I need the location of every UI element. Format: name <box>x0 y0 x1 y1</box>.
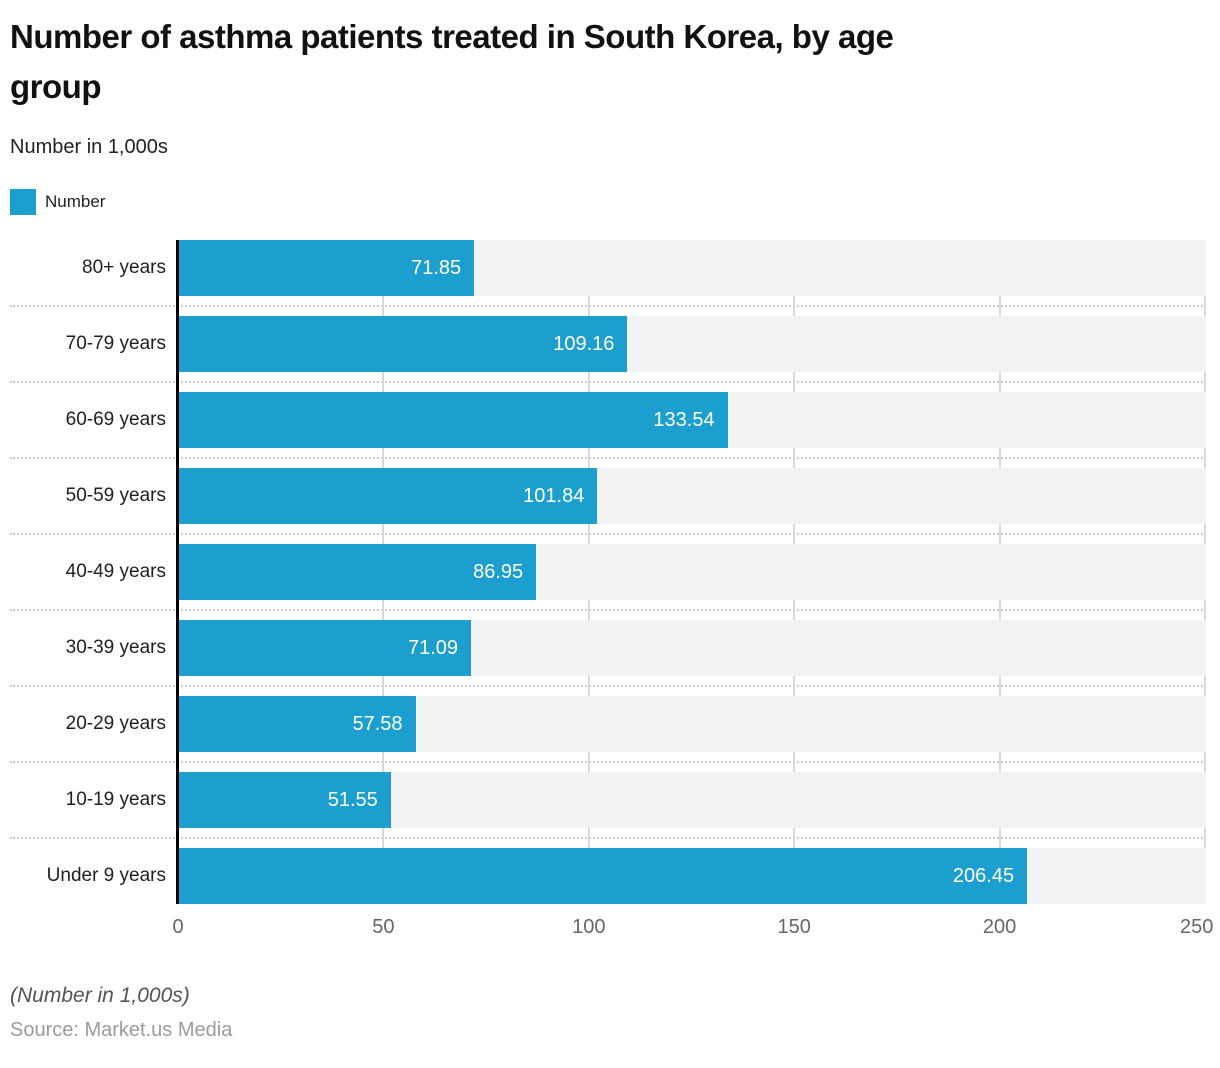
bar-value-label: 109.16 <box>553 332 615 355</box>
legend-swatch-icon <box>10 189 36 215</box>
x-axis-tick-label: 100 <box>572 916 606 938</box>
bar-value-label: 133.54 <box>653 408 715 431</box>
row-separator <box>10 609 1206 611</box>
bar[interactable]: 57.58 <box>179 696 416 752</box>
legend[interactable]: Number <box>10 189 1220 215</box>
row-separator <box>10 533 1206 535</box>
category-label: 80+ years <box>82 257 166 278</box>
x-axis-tick-label: 150 <box>777 916 811 938</box>
x-axis-tick-label: 0 <box>172 916 184 938</box>
bar[interactable]: 71.09 <box>179 620 472 676</box>
page-title-line2: group <box>10 68 101 105</box>
bar-value-label: 51.55 <box>327 788 378 811</box>
bar[interactable]: 206.45 <box>179 848 1028 904</box>
bar-value-label: 86.95 <box>473 560 524 583</box>
category-label: Under 9 years <box>46 865 166 886</box>
row-separator <box>10 305 1206 307</box>
bar[interactable]: 71.85 <box>179 240 475 296</box>
source-text: Source: Market.us Media <box>10 1019 233 1041</box>
page-title-line1: Number of asthma patients treated in Sou… <box>10 18 894 55</box>
bar[interactable]: 51.55 <box>179 772 391 828</box>
bar[interactable]: 133.54 <box>179 392 728 448</box>
bar-value-label: 71.85 <box>411 256 462 279</box>
row-separator <box>10 685 1206 687</box>
footnote: (Number in 1,000s) <box>10 984 190 1007</box>
bar[interactable]: 101.84 <box>179 468 598 524</box>
category-label: 60-69 years <box>65 409 166 430</box>
bar-chart: 71.85 80+ years 109.16 70-79 years 133.54 60-… <box>10 240 1220 950</box>
row-separator <box>10 381 1206 383</box>
x-axis-tick-label: 200 <box>982 916 1017 938</box>
category-label: 40-49 years <box>65 561 166 582</box>
category-label: 70-79 years <box>65 333 166 354</box>
chart-page: Number of asthma patients treated in Sou… <box>0 12 1220 1068</box>
category-label: 20-29 years <box>65 713 166 734</box>
row-separator <box>10 837 1206 839</box>
category-label: 50-59 years <box>65 485 166 506</box>
y-axis-line <box>176 240 179 904</box>
bar-value-label: 101.84 <box>523 484 585 507</box>
category-label: 10-19 years <box>65 789 166 810</box>
bar-value-label: 71.09 <box>407 636 459 659</box>
x-axis-tick-label: 250 <box>1179 916 1214 938</box>
legend-label: Number <box>45 192 106 211</box>
bar-value-label: 57.58 <box>352 712 403 735</box>
row-separator <box>10 457 1206 459</box>
page-title: Number of asthma patients treated in Sou… <box>10 12 1220 112</box>
x-axis-tick-label: 50 <box>372 916 395 938</box>
category-label: 30-39 years <box>65 637 166 658</box>
chart-subtitle: Number in 1,000s <box>10 136 168 158</box>
bar[interactable]: 109.16 <box>179 316 628 372</box>
row-separator <box>10 761 1206 763</box>
bar[interactable]: 86.95 <box>179 544 537 600</box>
bar-value-label: 206.45 <box>952 864 1015 887</box>
